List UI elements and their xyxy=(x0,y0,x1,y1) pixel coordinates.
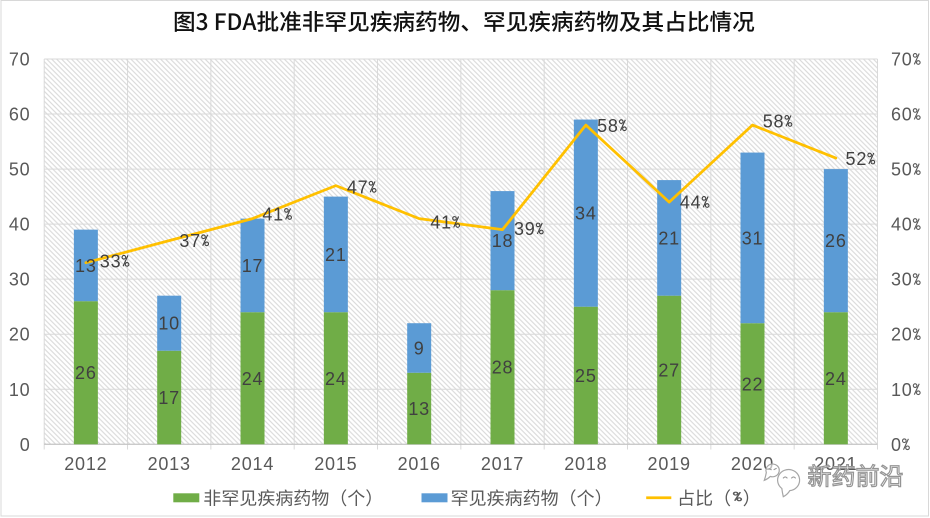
svg-text:13: 13 xyxy=(408,399,430,419)
svg-text:50: 50 xyxy=(891,160,913,180)
svg-text:2016: 2016 xyxy=(398,454,441,474)
svg-text:58: 58 xyxy=(597,116,619,136)
svg-text:44: 44 xyxy=(680,193,702,213)
svg-text:40: 40 xyxy=(9,215,31,235)
svg-text:2021: 2021 xyxy=(814,454,857,474)
svg-text:9: 9 xyxy=(414,338,425,358)
svg-text:20: 20 xyxy=(9,325,31,345)
svg-text:52: 52 xyxy=(846,149,868,169)
svg-text:13: 13 xyxy=(75,256,97,276)
svg-text:24: 24 xyxy=(325,369,347,389)
svg-text:0: 0 xyxy=(20,435,31,455)
svg-text:20: 20 xyxy=(891,325,913,345)
svg-text:26: 26 xyxy=(75,363,97,383)
svg-text:30: 30 xyxy=(9,270,31,290)
svg-text:34: 34 xyxy=(575,204,597,224)
svg-text:26: 26 xyxy=(825,231,847,251)
svg-text:0: 0 xyxy=(891,435,902,455)
svg-text:2012: 2012 xyxy=(64,454,107,474)
svg-text:50: 50 xyxy=(9,160,31,180)
svg-text:2018: 2018 xyxy=(564,454,607,474)
svg-text:39: 39 xyxy=(514,219,536,239)
svg-text:70: 70 xyxy=(891,50,913,70)
svg-text:21: 21 xyxy=(325,245,347,265)
svg-text:17: 17 xyxy=(242,256,264,276)
svg-text:40: 40 xyxy=(891,215,913,235)
svg-text:47: 47 xyxy=(347,177,369,197)
svg-text:18: 18 xyxy=(492,231,514,251)
svg-text:33: 33 xyxy=(100,251,122,271)
svg-text:2020: 2020 xyxy=(731,454,774,474)
svg-text:2015: 2015 xyxy=(314,454,357,474)
svg-text:60: 60 xyxy=(891,105,913,125)
svg-text:41: 41 xyxy=(430,213,452,233)
svg-text:28: 28 xyxy=(492,358,514,378)
svg-text:10: 10 xyxy=(158,314,180,334)
svg-text:10: 10 xyxy=(891,380,913,400)
svg-text:2017: 2017 xyxy=(481,454,524,474)
svg-text:2013: 2013 xyxy=(148,454,191,474)
svg-text:60: 60 xyxy=(9,105,31,125)
svg-text:10: 10 xyxy=(9,380,31,400)
svg-text:21: 21 xyxy=(658,228,680,248)
svg-text:2019: 2019 xyxy=(648,454,691,474)
svg-text:2014: 2014 xyxy=(231,454,274,474)
svg-text:24: 24 xyxy=(825,369,847,389)
svg-text:58: 58 xyxy=(763,111,785,131)
svg-text:70: 70 xyxy=(9,50,31,70)
svg-text:30: 30 xyxy=(891,270,913,290)
svg-text:37: 37 xyxy=(179,231,201,251)
svg-text:22: 22 xyxy=(742,374,764,394)
svg-text:31: 31 xyxy=(742,228,764,248)
svg-text:41: 41 xyxy=(262,205,284,225)
svg-text:25: 25 xyxy=(575,366,597,386)
svg-text:24: 24 xyxy=(242,369,264,389)
svg-text:27: 27 xyxy=(658,360,680,380)
svg-text:17: 17 xyxy=(158,388,180,408)
